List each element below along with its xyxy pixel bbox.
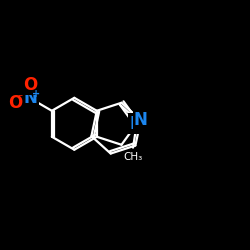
Text: O: O	[8, 94, 22, 112]
Text: ⁻: ⁻	[18, 93, 23, 103]
Text: +: +	[32, 89, 40, 99]
Text: O: O	[23, 76, 38, 94]
Text: N: N	[130, 115, 144, 133]
Text: CH₃: CH₃	[124, 152, 143, 162]
Text: N: N	[24, 90, 38, 108]
Text: N: N	[134, 111, 148, 129]
